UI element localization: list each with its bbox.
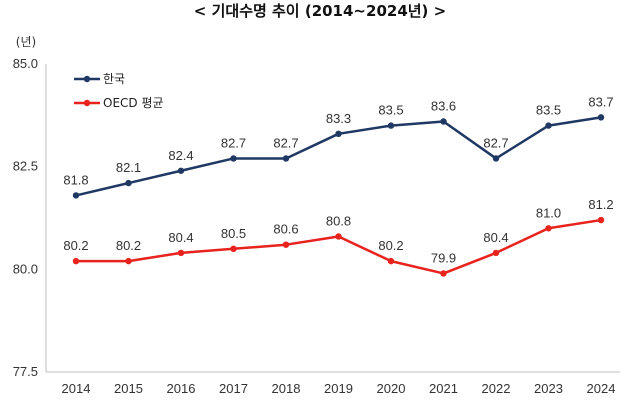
data-label: 80.4	[483, 230, 508, 245]
x-tick-label: 2023	[534, 381, 563, 396]
data-label: 81.8	[63, 172, 88, 187]
data-label: 80.2	[63, 238, 88, 253]
x-tick-label: 2016	[167, 381, 196, 396]
data-label: 82.1	[116, 160, 141, 175]
data-point	[440, 118, 447, 125]
x-tick-label: 2019	[324, 381, 353, 396]
y-tick-label: 77.5	[13, 364, 38, 379]
y-tick-label: 82.5	[13, 159, 38, 174]
data-label: 79.9	[431, 250, 456, 265]
data-point	[230, 245, 237, 252]
x-tick-label: 2017	[219, 381, 248, 396]
data-point	[177, 167, 185, 174]
data-point	[335, 233, 342, 240]
data-point	[597, 216, 605, 224]
legend-item: OECD 평균	[74, 96, 164, 110]
series-group: 80.2 80.2 80.4 80.5 80.6 80.8 80.2 79.9 80.4 81.0…	[63, 197, 614, 277]
data-point	[387, 122, 395, 129]
y-tick-label: 80.0	[13, 261, 38, 276]
data-label: 83.6	[431, 98, 456, 113]
data-point	[492, 249, 500, 257]
series-layer: 81.8 82.1 82.4 82.7 82.7 83.3 83.5 83.6 82.7 83.5…	[63, 94, 614, 277]
data-label: 80.8	[326, 213, 351, 228]
data-label: 81.2	[588, 197, 613, 212]
legend-item: 한국	[74, 72, 125, 86]
data-point	[72, 257, 80, 265]
data-point	[282, 155, 290, 162]
data-label: 80.6	[273, 222, 298, 237]
series-line	[74, 116, 603, 197]
data-point	[125, 257, 132, 265]
data-label: 82.4	[168, 148, 193, 163]
data-point	[440, 270, 447, 277]
data-label: 82.7	[221, 135, 246, 150]
data-label: 80.2	[116, 238, 141, 253]
x-tick-label: 2024	[587, 381, 616, 396]
legend-swatch-marker	[83, 75, 91, 83]
x-tick-label: 2018	[272, 381, 301, 396]
x-tick-label: 2020	[377, 381, 406, 396]
data-point	[597, 114, 605, 121]
data-point	[72, 192, 80, 199]
data-label: 83.3	[326, 111, 351, 126]
data-point	[282, 241, 290, 248]
legend-swatch-marker	[83, 99, 91, 107]
legend-label: 한국	[103, 72, 125, 86]
data-point	[177, 249, 185, 257]
x-tick-label: 2014	[62, 381, 91, 396]
data-point	[230, 155, 237, 162]
data-label: 80.4	[168, 230, 193, 245]
data-point	[545, 225, 552, 232]
chart-title: < 기대수명 추이 (2014~2024년) >	[194, 2, 446, 20]
data-label: 83.7	[588, 94, 613, 109]
series-group: 81.8 82.1 82.4 82.7 82.7 83.3 83.5 83.6 82.7 83.5…	[63, 94, 614, 199]
x-tick-label: 2021	[429, 381, 458, 396]
x-tick-label: 2015	[114, 381, 143, 396]
x-tick-label: 2022	[482, 381, 511, 396]
data-label: 82.7	[483, 135, 508, 150]
data-point	[545, 122, 552, 129]
y-tick-label: 85.0	[13, 56, 38, 71]
data-point	[125, 179, 132, 187]
data-label: 83.5	[536, 103, 561, 118]
data-point	[387, 257, 395, 265]
data-point	[335, 130, 342, 138]
legend-label: OECD 평균	[103, 96, 164, 110]
data-label: 80.5	[221, 226, 246, 241]
data-point	[492, 155, 500, 162]
data-label: 82.7	[273, 135, 298, 150]
axes: 77.5 80.0 82.5 85.0 2014 2015 2016 2017 2018 2019…	[13, 56, 620, 396]
data-label: 80.2	[378, 238, 403, 253]
data-label: 83.5	[378, 103, 403, 118]
y-axis-unit-label: (년)	[16, 35, 36, 49]
legend: 한국 OECD 평균	[74, 72, 164, 110]
data-label: 81.0	[536, 205, 561, 220]
